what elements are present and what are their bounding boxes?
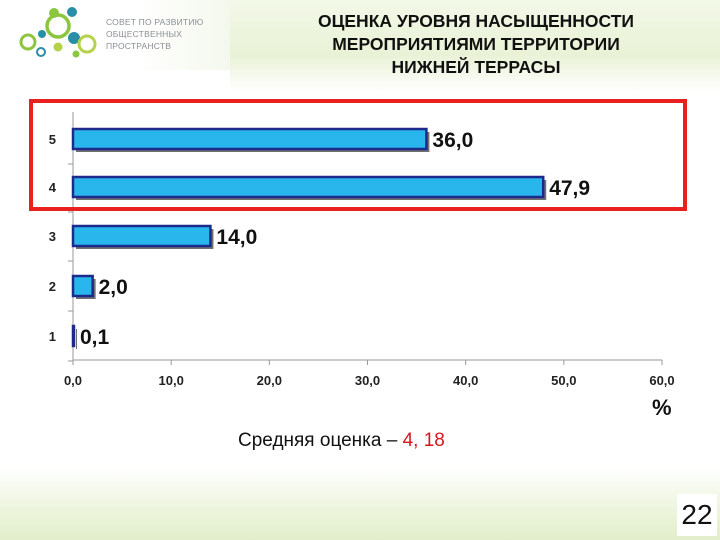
bar-shadow [76,329,77,349]
x-tick-label: 40,0 [453,373,478,388]
footer-background [0,468,720,540]
highlight-frame [29,99,687,211]
y-tick-label: 5 [49,132,56,147]
bar-value-label: 36,0 [432,129,473,152]
y-tick-label: 1 [49,329,56,344]
y-tick-label: 3 [49,229,56,244]
council-name: СОВЕТ ПО РАЗВИТИЮ ОБЩЕСТВЕННЫХ ПРОСТРАНС… [106,16,226,52]
header-background [230,0,720,92]
bar [71,274,94,298]
council-name-line: ПРОСТРАНСТВ [106,41,172,51]
y-tick-label: 4 [49,180,57,195]
average-score-value: 4, 18 [402,430,445,451]
bar-value-label: 2,0 [99,276,128,299]
bar [71,175,545,199]
bar [71,324,76,348]
slide-title-line: МЕРОПРИЯТИЯМИ ТЕРРИТОРИИ [332,34,620,54]
slide-title-line: ОЦЕНКА УРОВНЯ НАСЫЩЕННОСТИ [317,11,635,31]
slide-title: ОЦЕНКА УРОВНЯ НАСЫЩЕННОСТИ МЕРОПРИЯТИЯМИ… [232,10,720,79]
y-tick-label: 2 [49,279,56,294]
council-name-line: СОВЕТ ПО РАЗВИТИЮ [106,17,204,27]
x-tick-label: 50,0 [551,373,576,388]
slide-title-line: НИЖНЕЙ ТЕРРАСЫ [391,57,561,77]
bar-value-label: 14,0 [216,226,257,249]
x-axis-label: % [652,395,672,420]
x-tick-label: 60,0 [649,373,674,388]
bar-chart: 0,0 10,0 20,0 30,0 40,0 50,0 60,0 1 0,1 2 2,0 3 14,0… [49,112,675,388]
bar-value-label: 47,9 [549,177,590,200]
x-tick-label: 20,0 [257,373,282,388]
x-tick-label: 0,0 [64,373,82,388]
average-score: Средняя оценка – 4, 18 [238,430,445,452]
bar-value-label: 0,1 [80,326,110,349]
council-name-line: ОБЩЕСТВЕННЫХ [106,29,183,39]
page-number: 22 [677,494,717,536]
bar [71,224,212,248]
council-logo [19,7,97,58]
x-tick-label: 30,0 [355,373,380,388]
bar [71,127,428,151]
x-tick-label: 10,0 [159,373,184,388]
average-score-label: Средняя оценка – [238,430,403,451]
